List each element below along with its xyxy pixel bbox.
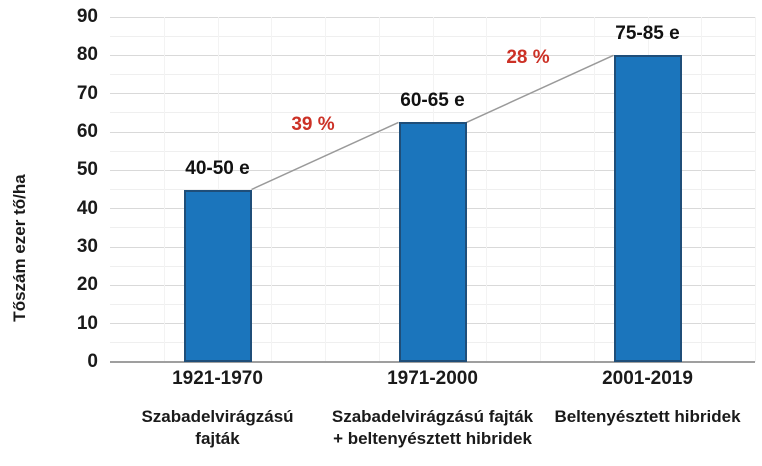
y-tick-label: 40	[76, 197, 98, 219]
bar-value-label: 60-65 e	[400, 90, 465, 112]
y-tick-label: 70	[76, 82, 98, 104]
growth-percentage-label: 28 %	[506, 46, 550, 68]
bar-value-label: 75-85 e	[615, 23, 680, 45]
vertical-gridline	[378, 17, 380, 362]
x-period-label: 2001-2019	[602, 368, 693, 389]
vertical-gridline	[701, 17, 703, 362]
x-axis-line	[110, 361, 755, 363]
vertical-gridline	[755, 17, 756, 362]
y-axis-title: Tőszám ezer tő/ha	[10, 174, 29, 322]
x-category-line: Beltenyésztett hibridek	[554, 407, 741, 426]
x-period-label: 1971-2000	[387, 368, 478, 389]
x-category-label: Beltenyésztett hibridek	[518, 406, 762, 428]
bar	[398, 122, 467, 362]
x-category-label: Szabadelvirágzású fajták + beltenyésztett…	[303, 406, 563, 450]
bar-value-label: 40-50 e	[185, 157, 250, 179]
y-tick-label: 60	[76, 121, 98, 142]
y-tick-label: 80	[76, 44, 98, 66]
x-category-line: fajták	[195, 429, 240, 448]
bar	[183, 189, 252, 362]
y-tick-label: 50	[76, 159, 98, 181]
bar	[613, 55, 682, 362]
vertical-gridline	[163, 17, 165, 362]
x-category-line: + beltenyésztett hibridek	[333, 429, 532, 448]
x-period-label: 1921-1970	[172, 368, 263, 389]
vertical-gridline	[271, 17, 273, 362]
y-tick-label: 20	[76, 274, 98, 296]
vertical-gridline	[325, 17, 326, 362]
y-tick-label: 90	[76, 6, 98, 27]
y-tick-label: 10	[76, 312, 98, 334]
y-tick-label: 30	[76, 236, 98, 257]
x-category-line: Szabadelvirágzású	[141, 407, 294, 426]
vertical-gridline	[540, 17, 541, 362]
growth-percentage-label: 39 %	[291, 113, 335, 135]
x-category-line: Szabadelvirágzású fajták	[331, 407, 534, 426]
y-tick-label: 0	[87, 351, 98, 372]
x-category-label: Szabadelvirágzású fajták	[88, 406, 348, 450]
vertical-gridline	[486, 17, 488, 362]
vertical-gridline	[593, 17, 595, 362]
